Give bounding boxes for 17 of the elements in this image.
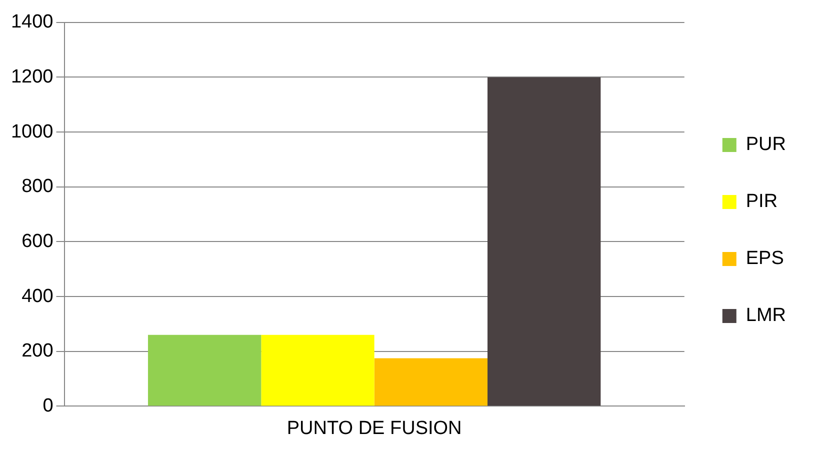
legend-label: LMR [746, 305, 786, 326]
y-tick-label: 1000 [10, 121, 54, 142]
y-tick-label: 600 [22, 230, 54, 252]
bar [374, 358, 488, 406]
x-tick-label: PUNTO DE FUSION [286, 418, 462, 439]
y-tick-label: 1200 [10, 66, 54, 88]
y-tick-label: 1400 [10, 12, 54, 33]
y-tick-label: 0 [42, 395, 54, 416]
legend-label: EPS [746, 248, 784, 270]
legend-label: PUR [746, 134, 786, 156]
bar [261, 334, 374, 406]
bar [488, 77, 601, 406]
y-tick-label: 800 [22, 176, 54, 198]
legend-label: PIR [746, 191, 778, 212]
bar [148, 334, 262, 406]
y-tick-label: 200 [22, 340, 54, 362]
y-tick-label: 400 [22, 286, 54, 307]
